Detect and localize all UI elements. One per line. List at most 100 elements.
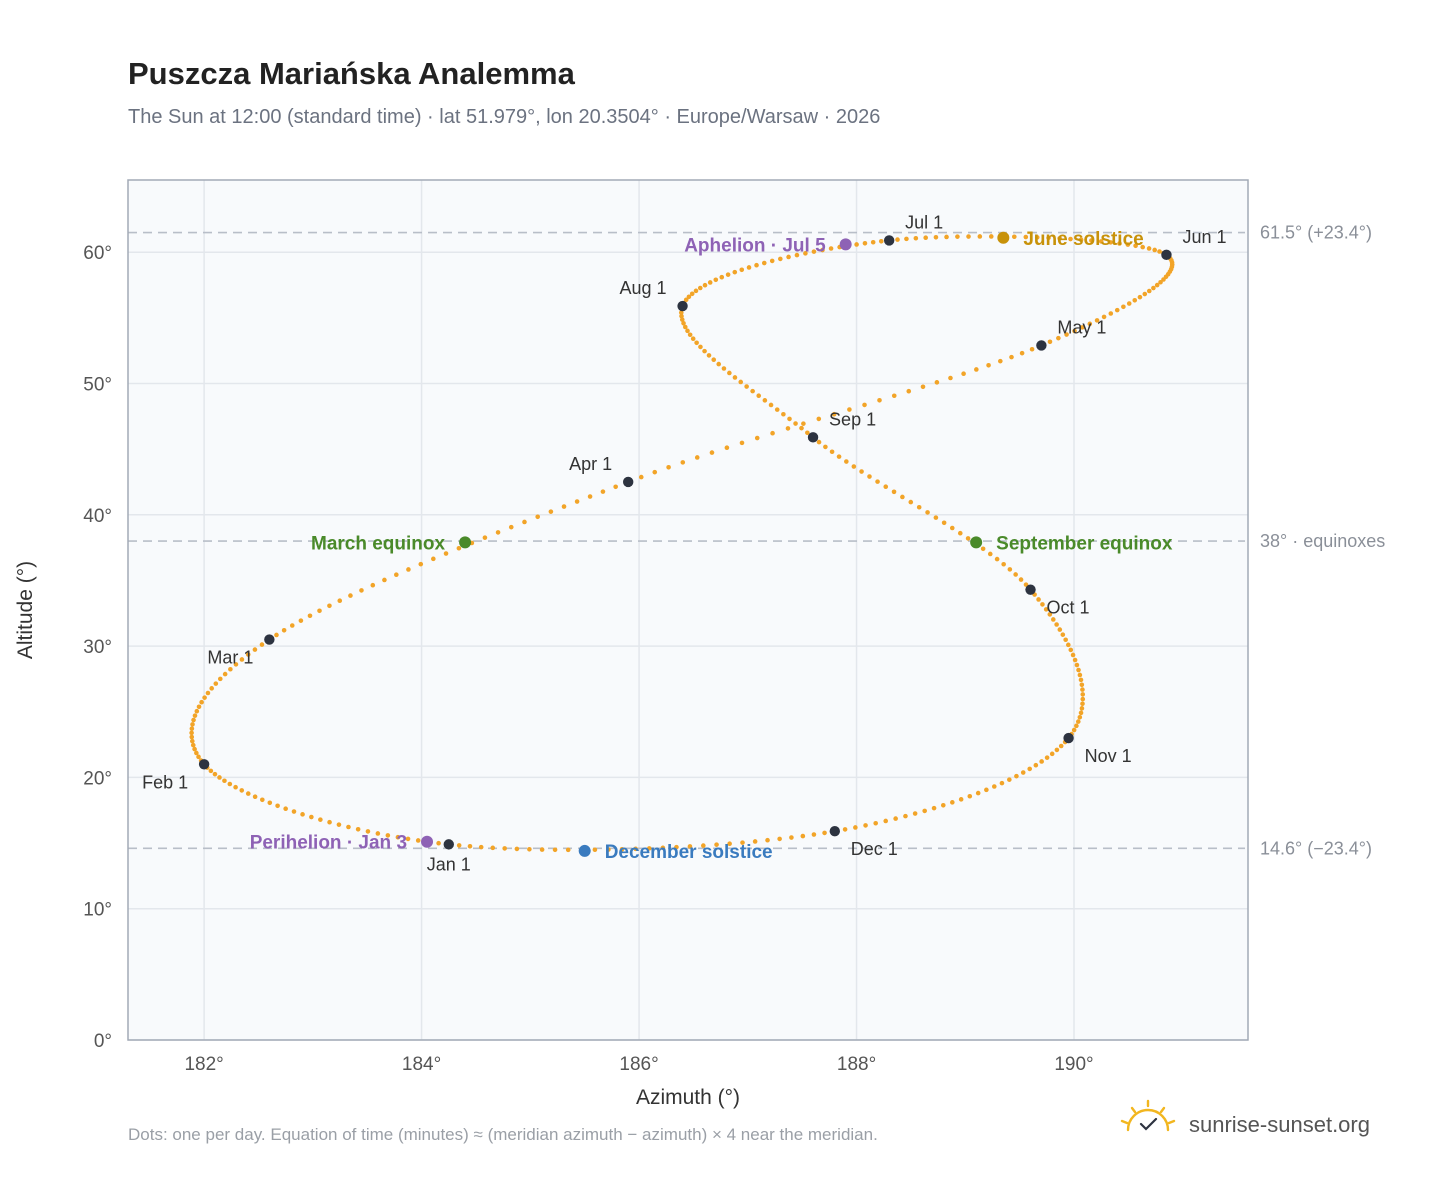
daily-sun-dot — [245, 652, 251, 657]
daily-sun-dot — [689, 291, 695, 297]
daily-sun-dot — [1079, 682, 1085, 688]
daily-sun-dot — [1057, 627, 1063, 632]
daily-sun-dot — [1029, 346, 1035, 352]
brand-text[interactable]: sunrise-sunset.org — [1189, 1112, 1370, 1137]
daily-sun-dot — [955, 234, 960, 239]
daily-sun-dot — [1043, 607, 1049, 612]
daily-sun-dot — [375, 831, 381, 836]
daily-sun-dot — [693, 288, 699, 294]
daily-sun-dot — [756, 393, 762, 399]
daily-sun-dot — [574, 499, 580, 504]
daily-sun-dot — [1077, 672, 1083, 678]
event-marker — [459, 536, 472, 549]
daily-sun-dot — [769, 258, 775, 264]
month-marker — [264, 634, 275, 645]
daily-sun-dot — [1068, 647, 1074, 653]
daily-sun-dot — [958, 797, 964, 802]
daily-sun-dot — [1039, 759, 1044, 764]
daily-sun-dot — [740, 840, 745, 845]
month-marker — [198, 759, 210, 770]
daily-sun-dot — [801, 421, 806, 426]
daily-sun-dot — [1076, 667, 1081, 673]
daily-sun-dot — [805, 430, 810, 436]
daily-sun-dot — [957, 530, 963, 536]
daily-sun-dot — [190, 722, 195, 727]
daily-sun-dot — [1020, 770, 1026, 775]
month-marker — [1025, 584, 1036, 595]
daily-sun-dot — [606, 847, 611, 852]
daily-sun-dot — [967, 793, 973, 799]
daily-sun-dot — [233, 784, 238, 790]
daily-sun-dot — [205, 690, 211, 696]
daily-sun-dot — [213, 681, 219, 686]
daily-sun-dot — [406, 567, 411, 572]
daily-sun-dot — [916, 504, 922, 510]
daily-sun-dot — [307, 613, 313, 619]
daily-sun-dot — [870, 239, 876, 245]
daily-sun-dot — [189, 730, 194, 736]
daily-sun-dot — [217, 676, 223, 682]
daily-sun-dot — [1012, 234, 1017, 240]
daily-sun-dot — [514, 846, 520, 852]
daily-sun-dot — [1098, 239, 1104, 244]
month-marker — [677, 300, 688, 312]
daily-sun-dot — [965, 536, 971, 541]
event-marker — [997, 231, 1010, 244]
daily-sun-dot — [1060, 632, 1066, 637]
axis-ticks: 182° 184° 186° 188° 190° 0° 10° 20° 30° 40° 50° 60° — [83, 243, 1093, 1075]
daily-sun-dot — [202, 695, 207, 700]
daily-sun-dot — [1066, 642, 1071, 648]
daily-sun-dot — [727, 841, 732, 846]
daily-sun-dot — [829, 449, 835, 455]
daily-sun-dot — [686, 294, 692, 300]
daily-sun-dot — [217, 775, 222, 780]
daily-sun-dot — [725, 272, 731, 277]
daily-sun-dot — [768, 402, 774, 408]
daily-sun-dot — [750, 388, 755, 394]
daily-sun-dot — [1049, 751, 1055, 757]
month-label: Nov 1 — [1085, 746, 1132, 766]
daily-sun-dot — [842, 827, 848, 832]
daily-sun-dot — [1068, 236, 1073, 242]
brand-logo[interactable]: sunrise-sunset.org — [1120, 1099, 1370, 1137]
daily-sun-dot — [337, 598, 343, 603]
daily-sun-dot — [1121, 304, 1126, 310]
event-label: September equinox — [996, 533, 1173, 554]
daily-sun-dot — [883, 484, 889, 490]
daily-sun-dot — [613, 484, 618, 490]
daily-sun-dot — [1108, 240, 1113, 245]
daily-sun-dot — [535, 514, 540, 520]
daily-sun-dot — [1036, 597, 1041, 602]
daily-sun-dot — [327, 603, 332, 609]
daily-sun-dot — [1087, 321, 1093, 327]
sun-check-icon — [1120, 1099, 1176, 1132]
daily-sun-dot — [912, 811, 918, 816]
daily-sun-dot — [289, 623, 295, 628]
daily-sun-dot — [619, 846, 625, 852]
daily-sun-dot — [944, 234, 949, 240]
daily-sun-dot — [785, 426, 791, 431]
y-tick-label: 20° — [83, 768, 112, 789]
daily-sun-dot — [789, 835, 794, 840]
daily-sun-dot — [1046, 235, 1051, 241]
daily-sun-dot — [732, 375, 738, 380]
daily-sun-dot — [1007, 567, 1013, 572]
daily-sun-dot — [1047, 612, 1053, 617]
daily-sun-dot — [260, 797, 265, 803]
daily-sun-dot — [1009, 354, 1014, 360]
daily-sun-dot — [862, 241, 868, 246]
daily-sun-dot — [908, 499, 914, 505]
daily-sun-dot — [931, 805, 937, 811]
daily-sun-dot — [687, 844, 693, 849]
daily-sun-dot — [933, 515, 939, 520]
daily-sun-dot — [875, 479, 880, 484]
daily-sun-dot — [309, 814, 314, 820]
daily-sun-dot — [920, 384, 926, 390]
daily-sun-dot — [1050, 617, 1056, 622]
daily-sun-dot — [1146, 246, 1152, 251]
daily-sun-dot — [267, 800, 273, 806]
daily-sun-dot — [1007, 777, 1012, 782]
daily-sun-dot — [233, 662, 239, 667]
markers: Jan 1 Feb 1 Mar 1 Apr 1 May 1 Jun 1 Jul 1 Aug 1… — [142, 212, 1226, 874]
daily-sun-dot — [336, 822, 342, 827]
